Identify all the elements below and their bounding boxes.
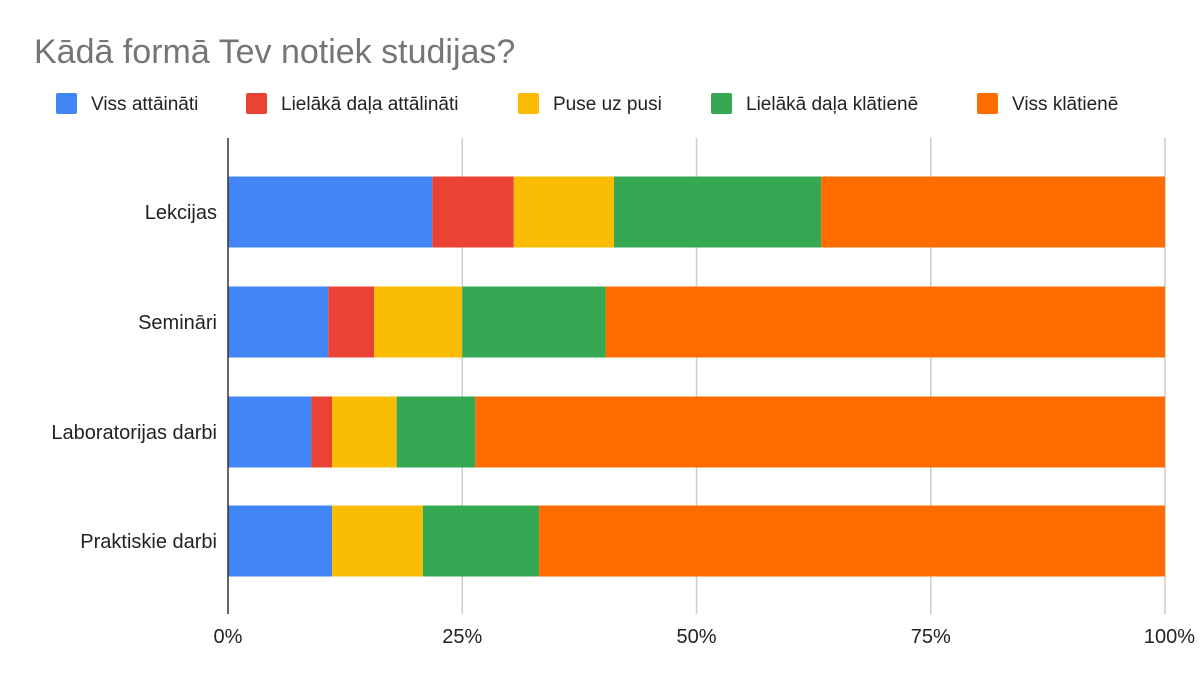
bar-praktiskie-darbi-viss-klatiene: [539, 505, 1165, 577]
legend: Viss attāināti Lielākā daļa attālināti Pus…: [56, 93, 1118, 115]
bar-laboratorijas-darbi-puse-uz-pusi: [332, 396, 397, 468]
x-tick-label: 25%: [442, 626, 482, 648]
category-label-laboratorijas-darbi: Laboratorijas darbi: [51, 422, 217, 444]
chart-title: Kādā formā Tev notiek studijas?: [34, 33, 515, 71]
bar-seminari-puse-uz-pusi: [374, 286, 463, 358]
legend-label-viss-attainati: Viss attāināti: [91, 94, 198, 115]
legend-label-puse-uz-pusi: Puse uz pusi: [553, 94, 662, 115]
category-label-lekcijas: Lekcijas: [145, 202, 217, 224]
legend-label-viss-klatiene: Viss klātienē: [1012, 94, 1118, 115]
bars: [228, 176, 1165, 577]
x-tick-label: 0%: [214, 626, 243, 648]
legend-label-lielaka-dala-klatiene: Lielākā daļa klātienē: [746, 94, 918, 115]
bar-praktiskie-darbi-puse-uz-pusi: [332, 505, 423, 577]
legend-swatch-lielaka-dala-attalinati: [246, 93, 267, 114]
bar-lekcijas-lielaka-dala-attalinati: [432, 176, 514, 248]
bar-lekcijas-puse-uz-pusi: [513, 176, 615, 248]
bar-seminari-lielaka-dala-attalinati: [328, 286, 375, 358]
bar-praktiskie-darbi-viss-attainati: [228, 505, 333, 577]
legend-swatch-viss-klatiene: [977, 93, 998, 114]
bar-laboratorijas-darbi-viss-attainati: [228, 396, 312, 468]
bar-laboratorijas-darbi-lielaka-dala-attalinati: [311, 396, 333, 468]
category-label-praktiskie-darbi: Praktiskie darbi: [80, 531, 217, 553]
bar-lekcijas-viss-attainati: [228, 176, 433, 248]
bar-lekcijas-lielaka-dala-klatiene: [614, 176, 822, 248]
bar-lekcijas-viss-klatiene: [821, 176, 1165, 248]
bar-seminari-lielaka-dala-klatiene: [462, 286, 606, 358]
bar-laboratorijas-darbi-viss-klatiene: [475, 396, 1165, 468]
x-tick-label: 100%: [1144, 626, 1195, 648]
bar-praktiskie-darbi-lielaka-dala-klatiene: [422, 505, 540, 577]
axis: 0% 25% 50% 75% 100% Lekcijas Semināri Laborator…: [51, 138, 1195, 648]
legend-label-lielaka-dala-attalinati: Lielākā daļa attālināti: [281, 94, 458, 115]
bar-seminari-viss-klatiene: [605, 286, 1165, 358]
bar-laboratorijas-darbi-lielaka-dala-klatiene: [396, 396, 476, 468]
x-tick-label: 50%: [676, 626, 716, 648]
bar-seminari-viss-attainati: [228, 286, 329, 358]
category-label-seminari: Semināri: [138, 312, 217, 334]
legend-swatch-lielaka-dala-klatiene: [711, 93, 732, 114]
x-tick-label: 75%: [911, 626, 951, 648]
legend-swatch-viss-attainati: [56, 93, 77, 114]
legend-swatch-puse-uz-pusi: [518, 93, 539, 114]
